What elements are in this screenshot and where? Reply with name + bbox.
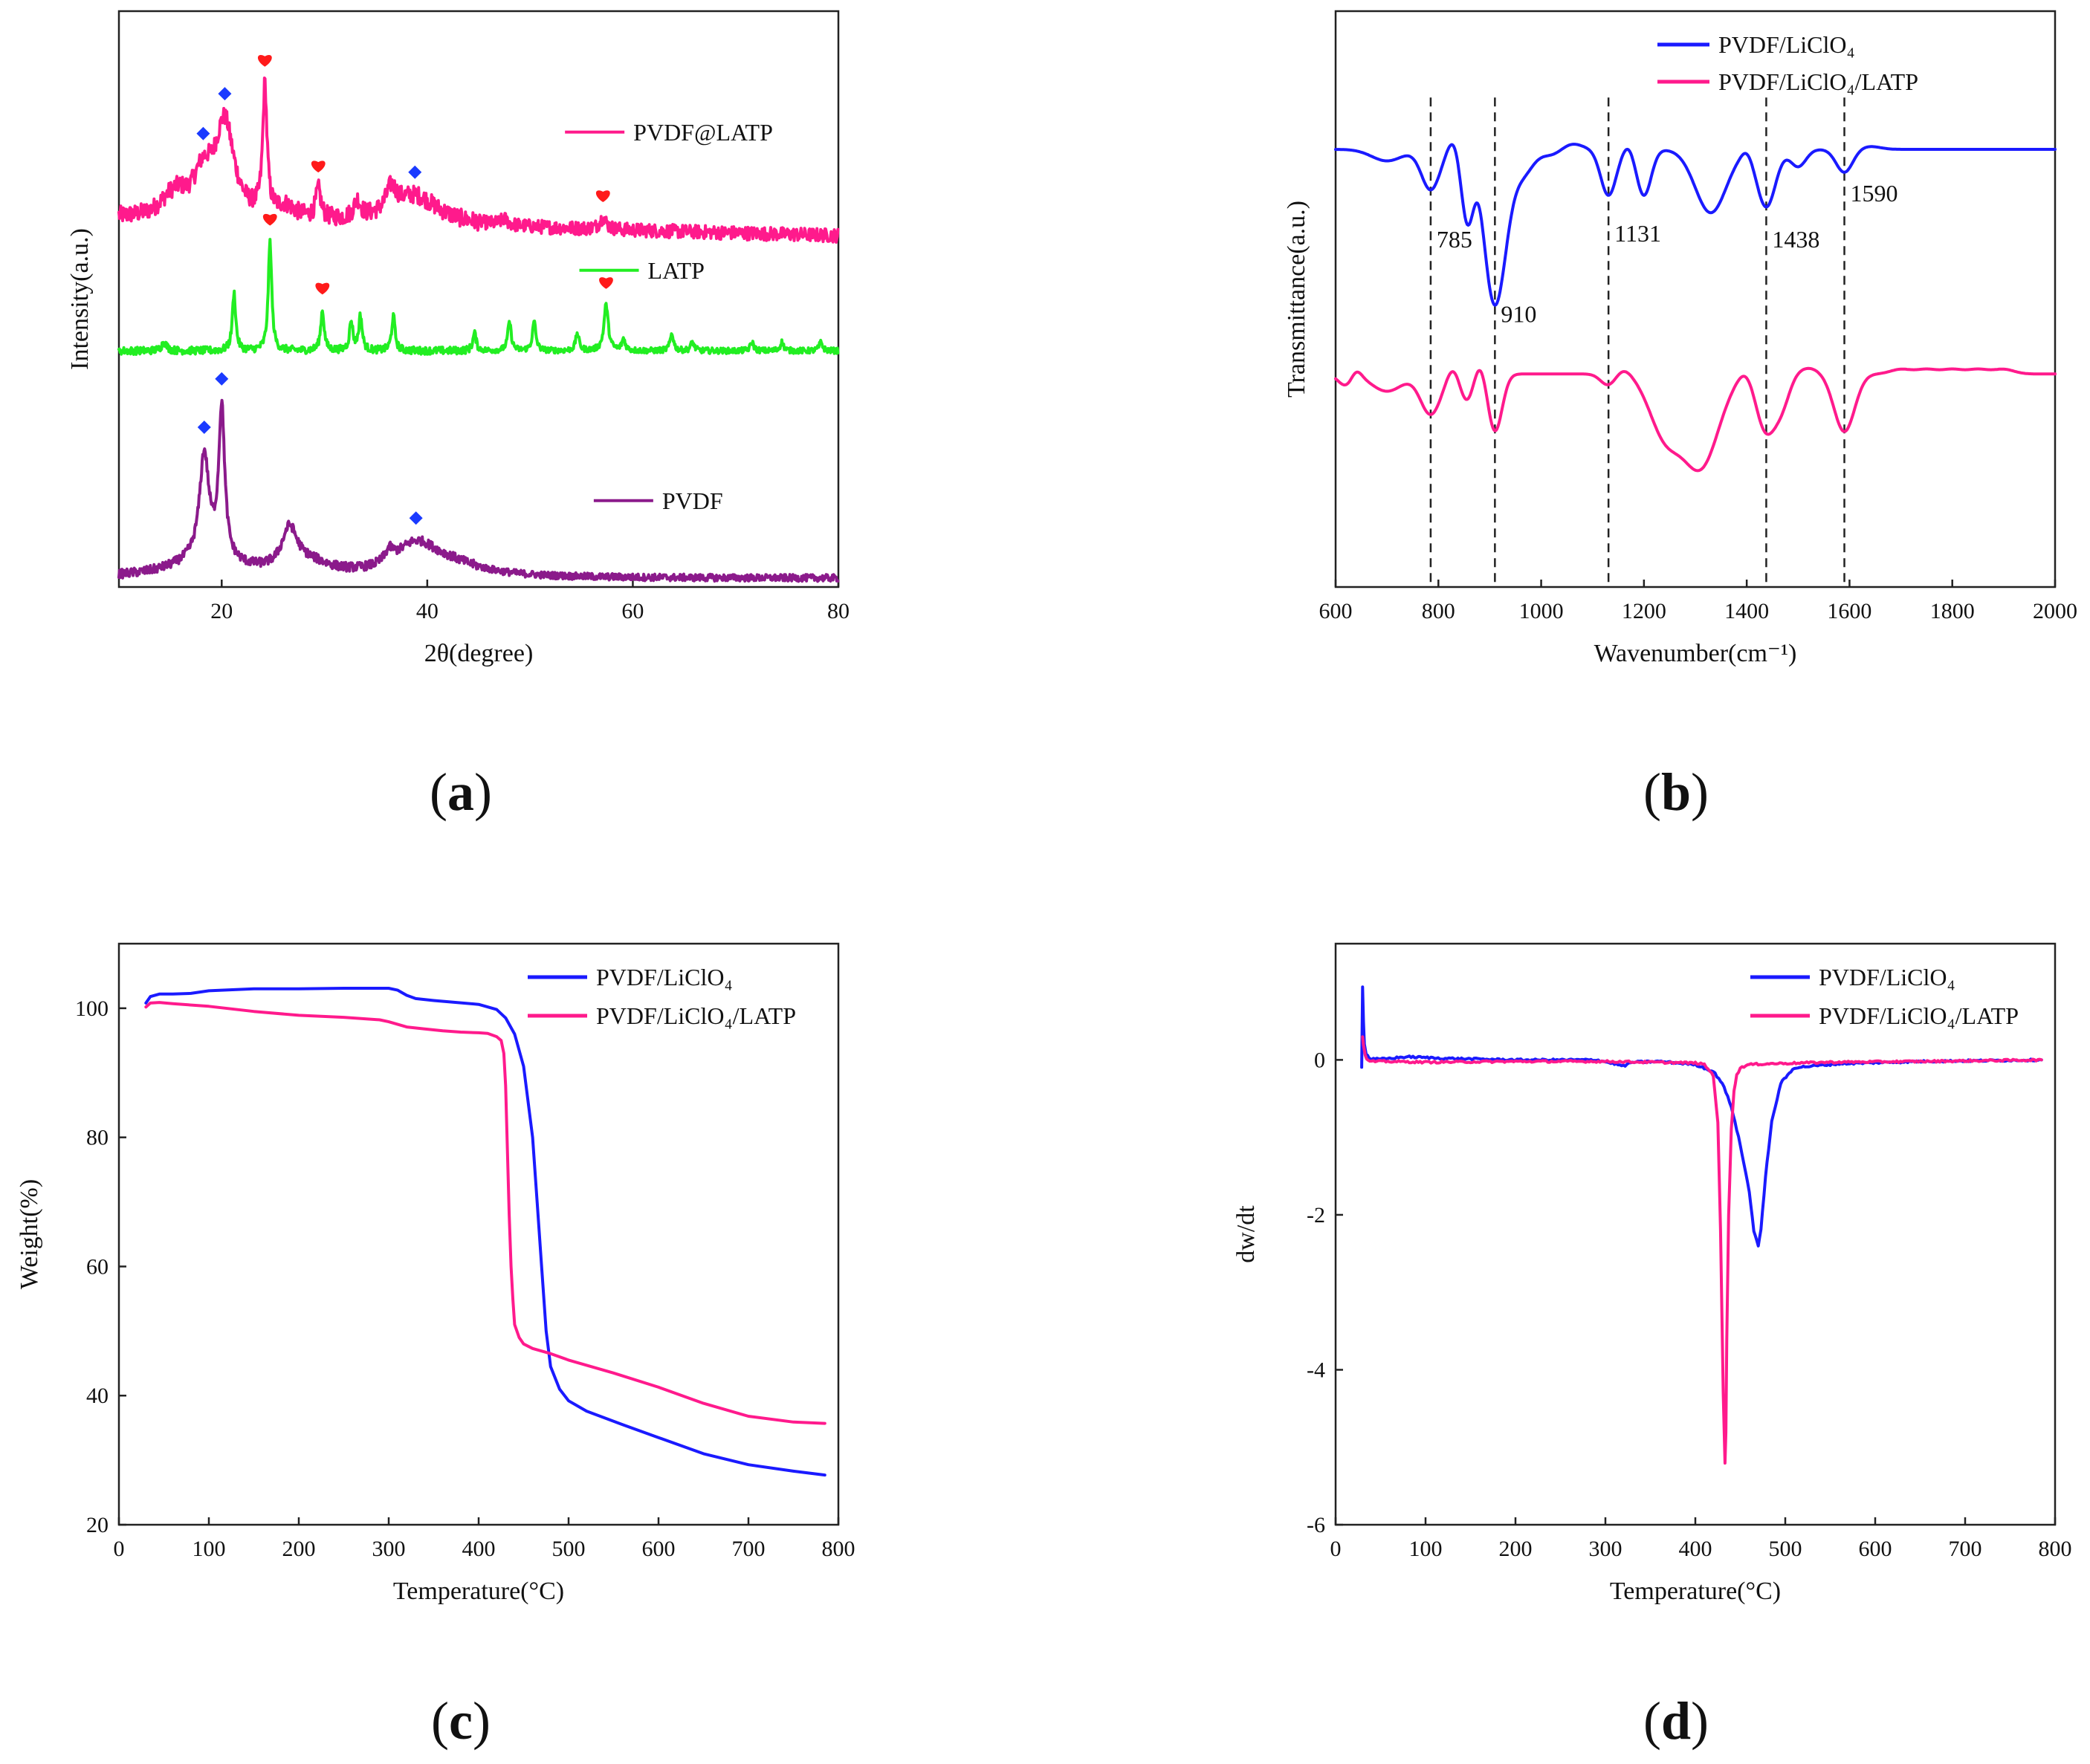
y-tick-label: 100 — [75, 996, 109, 1021]
x-tick-label: 60 — [621, 599, 644, 623]
x-tick-label: 400 — [1679, 1537, 1712, 1561]
pvdf-diamond-marker — [218, 87, 232, 101]
x-tick-label: 2000 — [2033, 599, 2077, 623]
x-tick-label: 1600 — [1827, 599, 1871, 623]
pvdf-diamond-marker — [196, 126, 210, 140]
panel-label: (b) — [1643, 762, 1709, 822]
y-tick-label: 60 — [86, 1254, 109, 1279]
x-tick-label: 300 — [1589, 1537, 1622, 1561]
x-axis-label: Temperature(°C) — [393, 1577, 564, 1605]
legend: PVDF/LiClO₄ PVDF/LiClO₄/LATP — [528, 964, 796, 1029]
x-axis-label: Wavenumber(cm⁻¹) — [1594, 640, 1797, 667]
x-tick-label: 1200 — [1622, 599, 1666, 623]
x-axis-label: 2θ(degree) — [424, 640, 534, 667]
x-tick-label: 100 — [192, 1537, 226, 1561]
ftir-series — [1334, 143, 2057, 307]
peak-annotation: 1438 — [1772, 226, 1819, 253]
y-tick-label: 40 — [86, 1384, 109, 1408]
x-tick-label: 600 — [1319, 599, 1353, 623]
y-axis-label: Weight(%) — [16, 1179, 43, 1289]
latp-heart-marker — [595, 190, 610, 202]
x-tick-label: 500 — [552, 1537, 586, 1561]
legend-label: LATP — [648, 257, 705, 284]
xrd-series-PVDF — [117, 398, 840, 583]
y-axis-label: Intensity(a.u.) — [66, 228, 94, 370]
latp-heart-marker — [315, 282, 330, 295]
x-tick-label: 200 — [1499, 1537, 1533, 1561]
dtg-series — [1361, 1035, 2043, 1465]
latp-heart-marker — [599, 277, 613, 289]
x-axis-label: Temperature(°C) — [1610, 1577, 1781, 1605]
x-tick-label: 400 — [462, 1537, 496, 1561]
panel-label: (c) — [431, 1691, 491, 1751]
y-axis-label: dw/dt — [1232, 1205, 1260, 1263]
x-tick-label: 100 — [1409, 1537, 1443, 1561]
x-tick-label: 700 — [732, 1537, 766, 1561]
x-tick-label: 0 — [1330, 1537, 1342, 1561]
legend: PVDF/LiClO₄ PVDF/LiClO₄/LATP — [1657, 31, 1918, 95]
x-tick-label: 1000 — [1519, 599, 1564, 623]
y-tick-label: 20 — [86, 1513, 109, 1537]
x-tick-label: 700 — [1949, 1537, 1982, 1561]
x-tick-label: 600 — [1859, 1537, 1892, 1561]
panel-label: (d) — [1643, 1691, 1709, 1751]
tga-series — [144, 987, 826, 1477]
pvdf-diamond-marker — [408, 165, 422, 179]
y-tick-label: -4 — [1307, 1358, 1325, 1382]
legend-label: PVDF@LATP — [633, 119, 773, 146]
legend-label: PVDF/LiClO₄ — [596, 964, 733, 990]
y-tick-label: 80 — [86, 1126, 109, 1150]
legend-label: PVDF/LiClO₄/LATP — [596, 1002, 796, 1029]
peak-annotation: 785 — [1437, 226, 1472, 253]
x-tick-label: 40 — [416, 599, 439, 623]
y-tick-label: -6 — [1307, 1513, 1325, 1537]
xrd-series-PVDF@LATP — [117, 77, 840, 244]
x-tick-label: 500 — [1769, 1537, 1802, 1561]
legend-label: PVDF/LiClO₄/LATP — [1718, 68, 1918, 95]
pvdf-diamond-marker — [409, 511, 423, 525]
y-tick-label: 0 — [1314, 1048, 1325, 1072]
x-tick-label: 0 — [114, 1537, 125, 1561]
x-tick-label: 600 — [642, 1537, 676, 1561]
panel-d-dtg-chart: 0 100 200 300 400 500 600 700 800 -6 -4 -2 0 Temperat… — [1232, 942, 2072, 1751]
pvdf-diamond-marker — [215, 372, 229, 386]
x-tick-label: 80 — [827, 599, 850, 623]
latp-heart-marker — [311, 160, 326, 173]
panel-label: (a) — [430, 762, 492, 822]
peak-annotation: 1131 — [1614, 220, 1661, 247]
ftir-series — [1334, 366, 2057, 473]
panel-b-ftir-chart: 600 800 1000 1200 1400 1600 1800 2000 Wavenumber… — [1283, 10, 2077, 822]
y-tick-label: -2 — [1307, 1203, 1325, 1228]
x-tick-label: 200 — [282, 1537, 316, 1561]
x-tick-label: 800 — [2039, 1537, 2072, 1561]
legend-label: PVDF/LiClO₄ — [1819, 964, 1955, 990]
peak-annotation: 1590 — [1851, 180, 1898, 207]
x-tick-label: 20 — [210, 599, 233, 623]
x-tick-label: 300 — [372, 1537, 406, 1561]
panel-a-xrd-chart: 20 40 60 80 2θ(degree) Intensity(a.u.) (a) PVDF… — [66, 10, 850, 822]
x-tick-label: 800 — [822, 1537, 855, 1561]
x-tick-label: 1400 — [1724, 599, 1769, 623]
legend: PVDF/LiClO₄ PVDF/LiClO₄/LATP — [1750, 964, 2019, 1029]
legend-label: PVDF — [662, 487, 723, 514]
x-tick-label: 1800 — [1930, 599, 1975, 623]
tga-series — [144, 1001, 826, 1425]
latp-heart-marker — [262, 213, 277, 226]
plot-frame — [117, 10, 840, 588]
legend-label: PVDF/LiClO₄/LATP — [1819, 1002, 2019, 1029]
y-axis-label: Transmittance(a.u.) — [1283, 201, 1310, 398]
pvdf-diamond-marker — [197, 420, 211, 434]
xrd-series-LATP — [117, 238, 840, 356]
plot-frame — [1334, 10, 2057, 588]
latp-heart-marker — [257, 55, 272, 67]
peak-annotation: 910 — [1501, 301, 1536, 328]
x-tick-label: 800 — [1422, 599, 1455, 623]
legend-label: PVDF/LiClO₄ — [1718, 31, 1855, 58]
panel-c-tga-chart: 0 100 200 300 400 500 600 700 800 20 40 60 80 100 Temp… — [16, 942, 855, 1751]
